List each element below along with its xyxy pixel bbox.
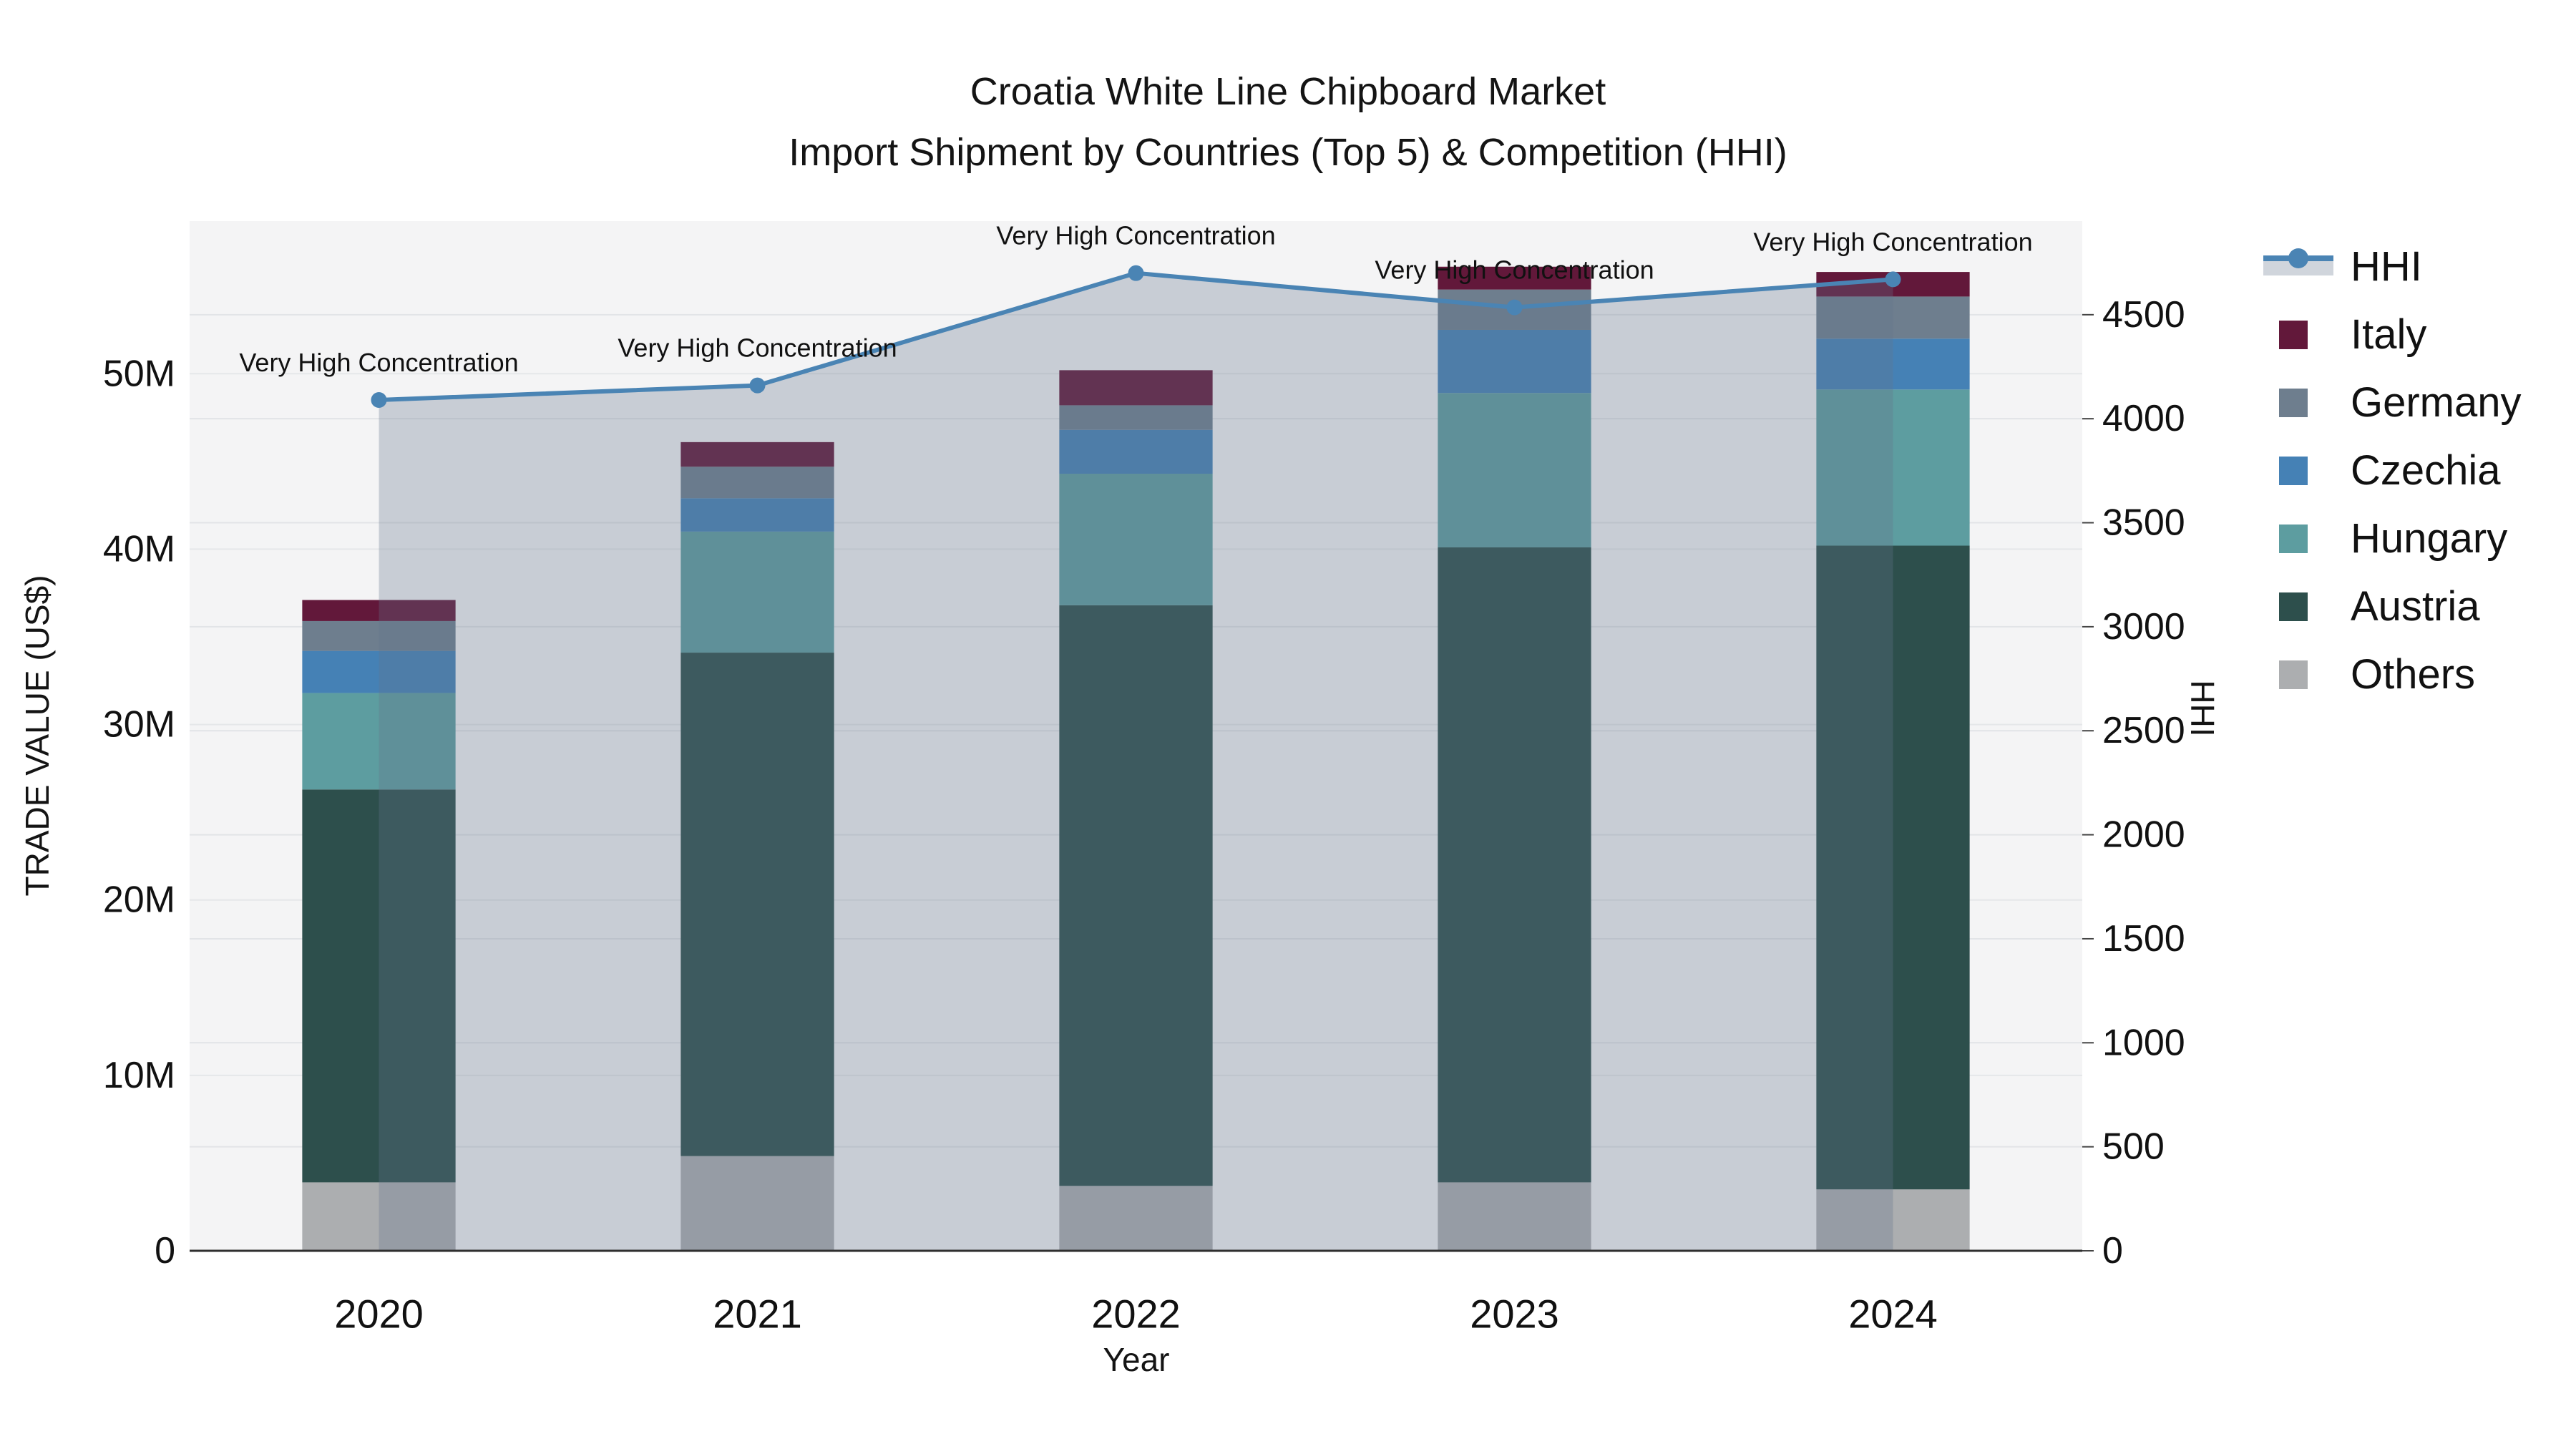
chart-title-line2: Import Shipment by Countries (Top 5) & C… bbox=[789, 131, 1787, 174]
legend-label-austria: Austria bbox=[2351, 583, 2480, 630]
left-tick-0: 0 bbox=[155, 1230, 175, 1272]
right-tick-4000: 4000 bbox=[2102, 398, 2185, 439]
bar-segment-czechia-2023[interactable] bbox=[1438, 329, 1591, 394]
chart-title-line1: Croatia White Line Chipboard Market bbox=[970, 70, 1606, 113]
hhi-area-fill bbox=[379, 273, 1893, 1251]
legend-item-others[interactable]: Others bbox=[2258, 640, 2522, 708]
bar-segment-hungary-2020[interactable] bbox=[302, 693, 456, 790]
legend-item-czechia[interactable]: Czechia bbox=[2258, 436, 2522, 504]
legend-label-germany: Germany bbox=[2351, 379, 2522, 426]
bar-segment-hungary-2023[interactable] bbox=[1438, 393, 1591, 547]
legend-item-italy[interactable]: Italy bbox=[2258, 301, 2522, 369]
x-tick-2022: 2022 bbox=[1091, 1292, 1181, 1337]
right-tick-3500: 3500 bbox=[2102, 502, 2185, 544]
bar-segment-italy-2023[interactable] bbox=[1438, 266, 1591, 290]
left-tick-30M: 30M bbox=[103, 704, 175, 746]
legend-label-others: Others bbox=[2351, 651, 2476, 698]
bar-segment-others-2020[interactable] bbox=[302, 1182, 456, 1251]
annotation-2024: Very High Concentration bbox=[1753, 227, 2032, 256]
bar-segment-germany-2024[interactable] bbox=[1816, 296, 1970, 339]
right-tick-2000: 2000 bbox=[2102, 814, 2185, 856]
bar-segment-others-2021[interactable] bbox=[680, 1156, 834, 1251]
legend-label-hhi: HHI bbox=[2351, 243, 2422, 290]
bar-segment-austria-2023[interactable] bbox=[1438, 547, 1591, 1183]
right-tick-3000: 3000 bbox=[2102, 606, 2185, 648]
left-tick-50M: 50M bbox=[103, 353, 175, 394]
y-axis-title-left: TRADE VALUE (US$) bbox=[19, 575, 56, 897]
left-tick-20M: 20M bbox=[103, 879, 175, 921]
right-tick-4500: 4500 bbox=[2102, 294, 2185, 336]
bar-segment-hungary-2021[interactable] bbox=[680, 531, 834, 653]
hhi-marker-icon bbox=[2288, 248, 2308, 268]
bar-segment-germany-2022[interactable] bbox=[1059, 405, 1213, 430]
bar-segment-austria-2022[interactable] bbox=[1059, 605, 1213, 1186]
hhi-marker-2022[interactable] bbox=[1128, 265, 1144, 281]
bar-segment-czechia-2022[interactable] bbox=[1059, 429, 1213, 474]
hhi-marker-2024[interactable] bbox=[1885, 271, 1901, 288]
bar-segment-czechia-2024[interactable] bbox=[1816, 338, 1970, 390]
legend-item-austria[interactable]: Austria bbox=[2258, 572, 2522, 640]
bar-segment-germany-2020[interactable] bbox=[302, 620, 456, 651]
czechia-swatch-icon bbox=[2279, 456, 2308, 485]
annotation-2022: Very High Concentration bbox=[996, 221, 1275, 250]
legend-label-hungary: Hungary bbox=[2351, 515, 2508, 562]
x-tick-2024: 2024 bbox=[1848, 1292, 1938, 1337]
bar-segment-austria-2024[interactable] bbox=[1816, 545, 1970, 1190]
x-tick-2023: 2023 bbox=[1470, 1292, 1559, 1337]
bar-segment-czechia-2021[interactable] bbox=[680, 498, 834, 532]
x-axis-title: Year bbox=[1103, 1341, 1170, 1378]
legend-label-italy: Italy bbox=[2351, 311, 2427, 358]
bar-segment-italy-2022[interactable] bbox=[1059, 370, 1213, 406]
left-tick-40M: 40M bbox=[103, 528, 175, 570]
bar-segment-germany-2021[interactable] bbox=[680, 467, 834, 499]
bar-segment-others-2024[interactable] bbox=[1816, 1189, 1970, 1251]
legend-label-czechia: Czechia bbox=[2351, 447, 2501, 494]
germany-swatch-icon bbox=[2279, 388, 2308, 417]
right-tick-500: 500 bbox=[2102, 1126, 2165, 1168]
annotation-2021: Very High Concentration bbox=[618, 333, 897, 363]
bar-segment-austria-2021[interactable] bbox=[680, 653, 834, 1156]
hhi-band-icon bbox=[2263, 248, 2333, 275]
annotation-2020: Very High Concentration bbox=[239, 348, 518, 377]
bar-segment-italy-2021[interactable] bbox=[680, 441, 834, 467]
italy-swatch-icon bbox=[2279, 320, 2308, 349]
right-tick-1500: 1500 bbox=[2102, 918, 2185, 960]
y-axis-title-right: HHI bbox=[2184, 680, 2221, 737]
bar-segment-hungary-2024[interactable] bbox=[1816, 389, 1970, 546]
left-tick-10M: 10M bbox=[103, 1055, 175, 1096]
hhi-marker-2021[interactable] bbox=[749, 377, 766, 394]
legend-item-germany[interactable]: Germany bbox=[2258, 369, 2522, 436]
hhi-legend-icon bbox=[2258, 248, 2342, 275]
hhi-marker-2020[interactable] bbox=[371, 392, 387, 409]
austria-swatch-icon bbox=[2279, 592, 2308, 621]
legend-item-hhi[interactable]: HHI bbox=[2258, 233, 2522, 301]
bar-segment-italy-2020[interactable] bbox=[302, 600, 456, 621]
bar-segment-others-2023[interactable] bbox=[1438, 1182, 1591, 1251]
x-tick-2020: 2020 bbox=[334, 1292, 424, 1337]
hungary-swatch-icon bbox=[2279, 524, 2308, 553]
bar-segment-others-2022[interactable] bbox=[1059, 1186, 1213, 1251]
legend-item-hungary[interactable]: Hungary bbox=[2258, 504, 2522, 572]
x-tick-2021: 2021 bbox=[713, 1292, 802, 1337]
others-swatch-icon bbox=[2279, 660, 2308, 689]
right-tick-1000: 1000 bbox=[2102, 1022, 2185, 1063]
right-tick-2500: 2500 bbox=[2102, 710, 2185, 751]
bar-segment-czechia-2020[interactable] bbox=[302, 650, 456, 693]
right-tick-0: 0 bbox=[2102, 1230, 2123, 1272]
hhi-marker-2023[interactable] bbox=[1506, 299, 1523, 316]
bar-segment-austria-2020[interactable] bbox=[302, 789, 456, 1183]
bar-segment-hungary-2022[interactable] bbox=[1059, 474, 1213, 605]
legend: HHI Italy Germany Czechia Hungary Austri… bbox=[2258, 233, 2522, 708]
annotation-2023: Very High Concentration bbox=[1375, 255, 1654, 285]
